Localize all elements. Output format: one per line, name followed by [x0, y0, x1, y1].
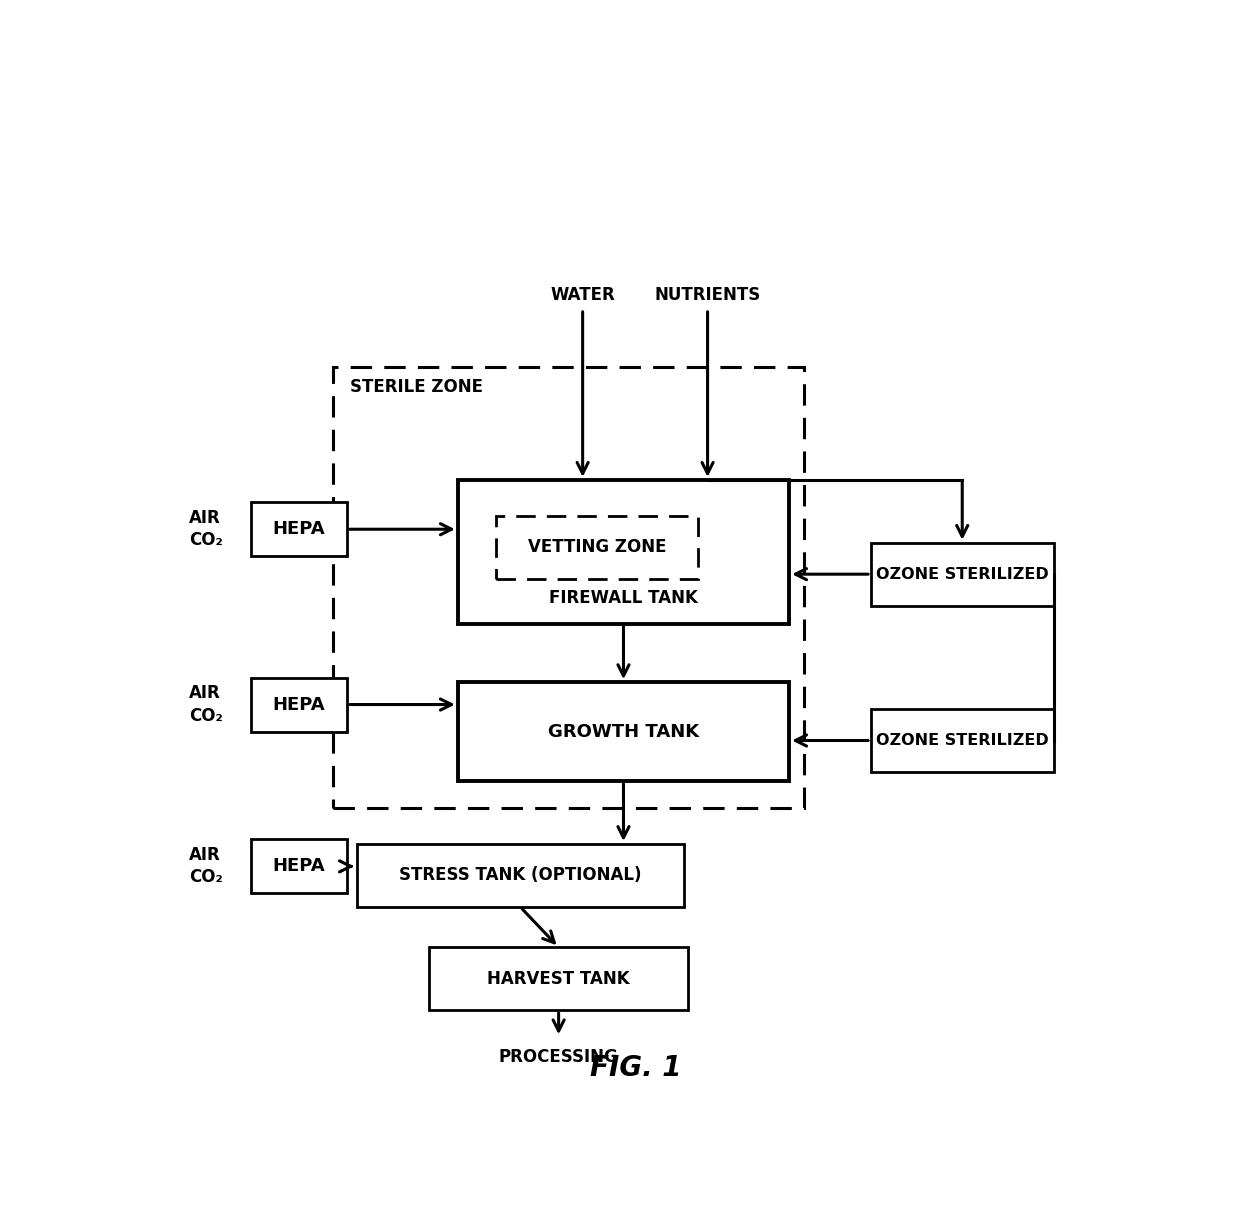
Bar [332, 368, 804, 808]
Text: AIR
CO₂: AIR CO₂ [188, 509, 222, 549]
Bar [250, 840, 347, 894]
Bar [357, 843, 683, 907]
Text: WATER: WATER [551, 287, 615, 304]
Text: PROCESSING: PROCESSING [498, 1048, 619, 1065]
Text: NUTRIENTS: NUTRIENTS [655, 287, 760, 304]
Bar [458, 682, 789, 781]
Text: STRESS TANK (OPTIONAL): STRESS TANK (OPTIONAL) [399, 867, 641, 884]
Text: GROWTH TANK: GROWTH TANK [548, 722, 699, 741]
Text: AIR
CO₂: AIR CO₂ [188, 846, 222, 886]
Text: HARVEST TANK: HARVEST TANK [487, 970, 630, 988]
Text: FIREWALL TANK: FIREWALL TANK [549, 590, 698, 607]
Text: AIR
CO₂: AIR CO₂ [188, 684, 222, 725]
Bar [250, 678, 347, 732]
Text: VETTING ZONE: VETTING ZONE [528, 538, 666, 557]
Text: HEPA: HEPA [273, 520, 325, 538]
Bar [496, 516, 698, 579]
Text: OZONE STERILIZED: OZONE STERILIZED [875, 733, 1049, 748]
Text: HEPA: HEPA [273, 857, 325, 875]
Bar [870, 709, 1054, 772]
Text: OZONE STERILIZED: OZONE STERILIZED [875, 566, 1049, 581]
Bar [458, 479, 789, 624]
Text: FIG. 1: FIG. 1 [590, 1054, 681, 1083]
Text: HEPA: HEPA [273, 695, 325, 714]
Bar [870, 543, 1054, 606]
Bar [250, 503, 347, 557]
Text: STERILE ZONE: STERILE ZONE [350, 378, 484, 396]
Bar [429, 948, 688, 1010]
